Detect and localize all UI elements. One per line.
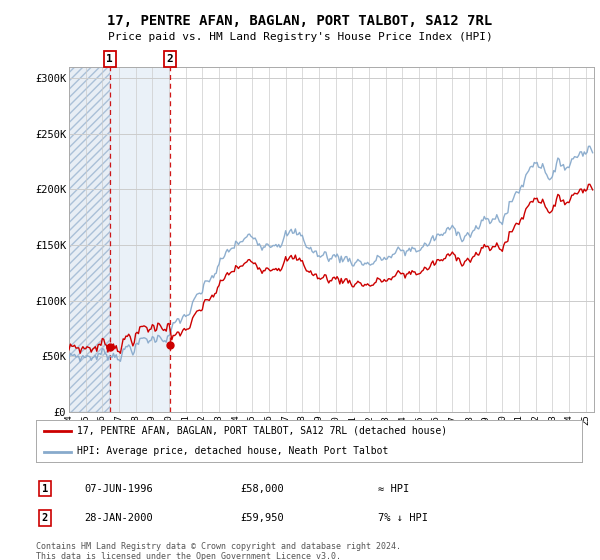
Text: 07-JUN-1996: 07-JUN-1996: [84, 484, 153, 494]
Text: 17, PENTRE AFAN, BAGLAN, PORT TALBOT, SA12 7RL (detached house): 17, PENTRE AFAN, BAGLAN, PORT TALBOT, SA…: [77, 426, 447, 436]
Bar: [110, 67, 170, 412]
Text: £58,000: £58,000: [240, 484, 284, 494]
Bar: [69, 67, 110, 412]
Text: HPI: Average price, detached house, Neath Port Talbot: HPI: Average price, detached house, Neat…: [77, 446, 388, 456]
Text: 17, PENTRE AFAN, BAGLAN, PORT TALBOT, SA12 7RL: 17, PENTRE AFAN, BAGLAN, PORT TALBOT, SA…: [107, 14, 493, 28]
Text: 2: 2: [42, 513, 48, 523]
Text: 28-JAN-2000: 28-JAN-2000: [84, 513, 153, 523]
Text: Price paid vs. HM Land Registry's House Price Index (HPI): Price paid vs. HM Land Registry's House …: [107, 32, 493, 43]
Text: 7% ↓ HPI: 7% ↓ HPI: [378, 513, 428, 523]
Bar: [69, 67, 110, 412]
Text: 1: 1: [106, 54, 113, 64]
Text: Contains HM Land Registry data © Crown copyright and database right 2024.
This d: Contains HM Land Registry data © Crown c…: [36, 542, 401, 560]
Text: £59,950: £59,950: [240, 513, 284, 523]
Text: ≈ HPI: ≈ HPI: [378, 484, 409, 494]
Text: 1: 1: [42, 484, 48, 494]
Text: 2: 2: [167, 54, 173, 64]
